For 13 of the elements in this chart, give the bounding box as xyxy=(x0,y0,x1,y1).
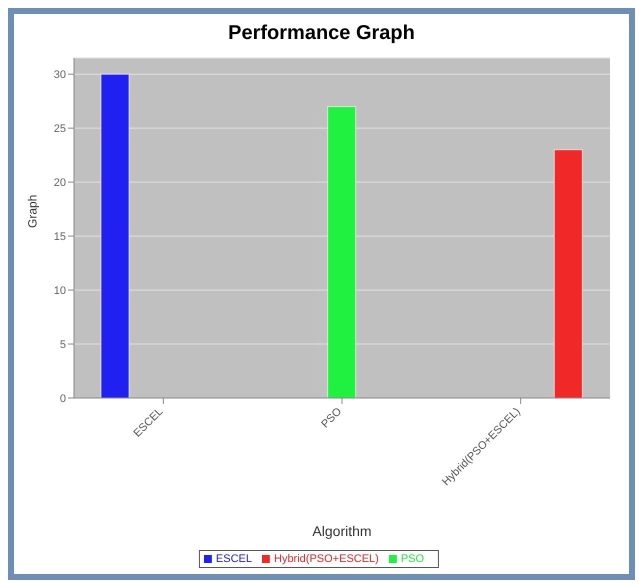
y-axis-title: Graph xyxy=(25,194,40,228)
legend-label: ESCEL xyxy=(216,553,252,565)
y-tick-label: 5 xyxy=(60,338,66,351)
x-axis-title: Algorithm xyxy=(312,523,372,539)
legend-label: PSO xyxy=(400,553,424,565)
y-tick-label: 25 xyxy=(54,123,66,136)
y-tick-label: 10 xyxy=(54,284,66,297)
chart-title: Performance Graph xyxy=(227,21,416,46)
y-tick-label: 15 xyxy=(54,231,66,243)
y-tick-label: 0 xyxy=(60,392,66,405)
legend-label: Hybrid(PSO+ESCEL) xyxy=(274,553,379,565)
y-tick-label: 30 xyxy=(54,69,66,82)
y-tick-label: 20 xyxy=(54,177,66,190)
